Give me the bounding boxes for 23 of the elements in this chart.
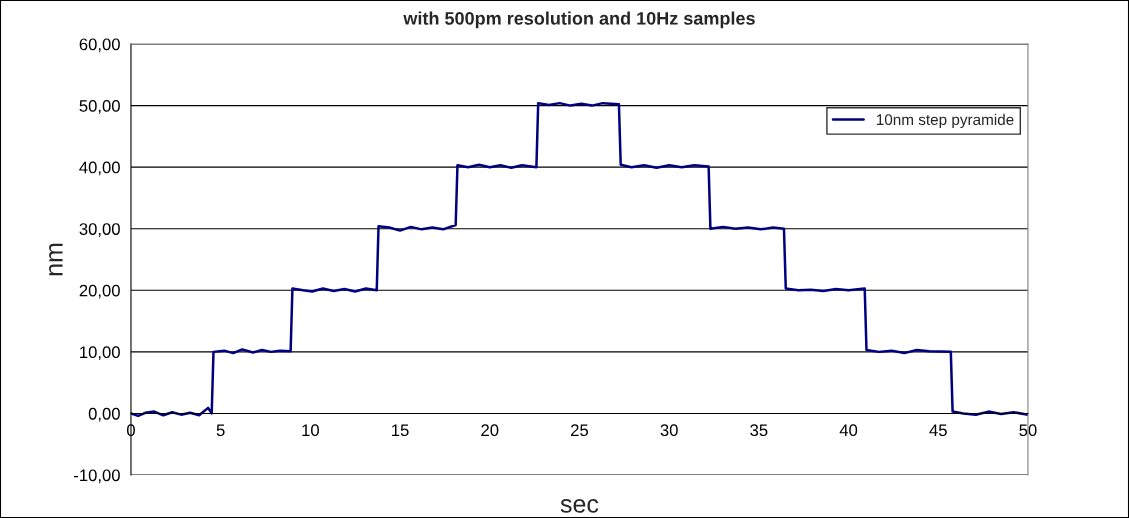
legend-label: 10nm step pyramide bbox=[876, 113, 1014, 129]
x-axis-title: sec bbox=[560, 499, 599, 513]
y-tick-label: -10,00 bbox=[74, 469, 120, 484]
y-tick-label: 0,00 bbox=[88, 407, 120, 422]
chart-title: with 500pm resolution and 10Hz samples bbox=[403, 11, 755, 29]
x-tick-label: 15 bbox=[392, 424, 409, 437]
y-axis-title: nm bbox=[49, 243, 63, 276]
x-tick-label: 35 bbox=[750, 424, 768, 437]
y-tick-label: 20,00 bbox=[79, 284, 120, 299]
x-tick-label: 40 bbox=[839, 424, 858, 437]
x-tick-label: 45 bbox=[929, 424, 947, 437]
y-tick-label: 40,00 bbox=[79, 161, 120, 176]
y-tick-label: 10,00 bbox=[80, 346, 120, 361]
y-tick-label: 50,00 bbox=[79, 100, 120, 114]
y-tick-label: 30,00 bbox=[79, 223, 120, 237]
x-tick-label: 30 bbox=[660, 424, 678, 437]
x-tick-label: 50 bbox=[1019, 424, 1037, 437]
x-tick-label: 10 bbox=[302, 424, 319, 437]
x-tick-label: 20 bbox=[481, 424, 499, 437]
x-tick-label: 25 bbox=[571, 424, 589, 437]
line-series bbox=[130, 101, 1028, 418]
y-tick-label: 60,00 bbox=[79, 38, 120, 53]
x-tick-label: 5 bbox=[216, 424, 225, 437]
